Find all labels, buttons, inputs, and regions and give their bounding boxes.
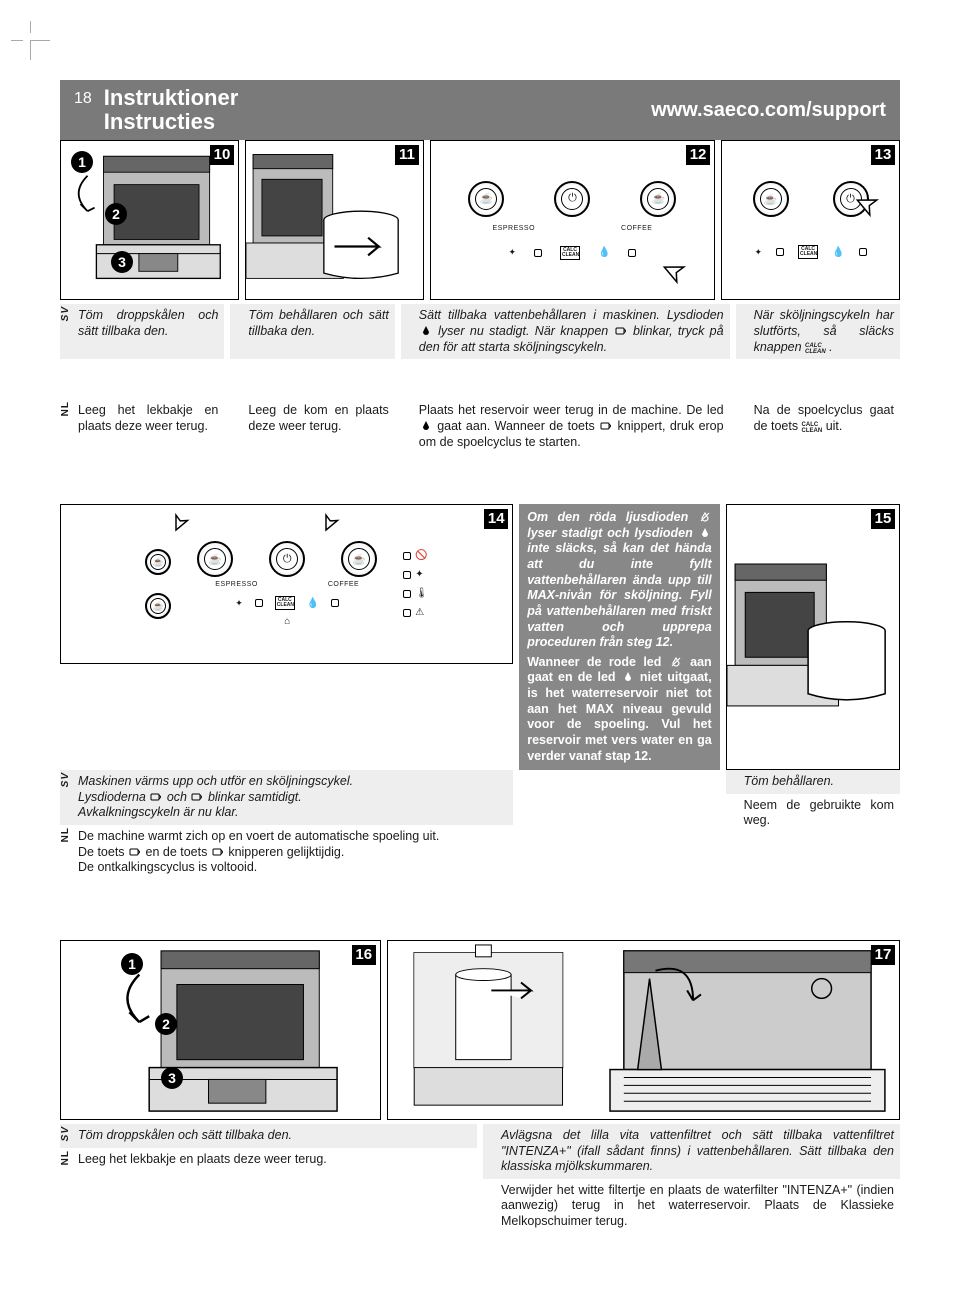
support-url: www.saeco.com/support bbox=[651, 99, 886, 122]
calc-clean-inline: CALCCLEAN bbox=[802, 423, 823, 434]
cup-icon bbox=[599, 421, 613, 431]
drop-icon bbox=[419, 326, 433, 336]
calc-clean-label: CALCCLEAN bbox=[560, 246, 580, 260]
nl-cell-17: Verwijder het witte filtertje en plaats … bbox=[483, 1179, 900, 1234]
small-button-icon: ☕ bbox=[145, 593, 171, 619]
figure-15-column: 15 bbox=[726, 504, 900, 770]
coffee-button-icon: ☕ bbox=[753, 181, 789, 217]
espresso-label: ESPRESSO bbox=[215, 581, 258, 588]
espresso-label: ESPRESSO bbox=[493, 225, 536, 232]
cup-icon bbox=[211, 847, 225, 857]
led-icon bbox=[403, 571, 411, 579]
lang-sv-tab: SV bbox=[60, 772, 73, 787]
calc-clean-inline: CALCCLEAN bbox=[805, 344, 826, 355]
header-titles: Instruktioner Instructies bbox=[104, 86, 639, 134]
led-icon bbox=[628, 249, 636, 257]
nl-cell-10: NL Leeg het lekbakje en plaats deze weer… bbox=[60, 399, 224, 454]
step-badge: 11 bbox=[395, 145, 419, 165]
led-icon bbox=[403, 590, 411, 598]
calc-clean-label: CALCCLEAN bbox=[798, 245, 818, 259]
header-bar: 18 Instruktioner Instructies www.saeco.c… bbox=[60, 80, 900, 140]
title-nl: Instructies bbox=[104, 110, 639, 134]
text-row-1-nl: NL Leeg het lekbakje en plaats deze weer… bbox=[60, 399, 900, 454]
nl-cell-12: Plaats het reservoir weer terug in de ma… bbox=[401, 399, 730, 454]
sv-cell-11: Töm behållaren och sätt tillbaka den. bbox=[230, 304, 394, 359]
lang-sv-tab: SV bbox=[60, 306, 73, 321]
espresso-button-icon: ☕ bbox=[197, 541, 233, 577]
nowater-icon bbox=[698, 512, 712, 522]
step-badge: 10 bbox=[210, 145, 234, 165]
manual-page: 18 Instruktioner Instructies www.saeco.c… bbox=[60, 80, 900, 1234]
step-badge: 17 bbox=[871, 945, 895, 965]
small-button-icon: ☕ bbox=[145, 549, 171, 575]
sv-cell-14: SV Maskinen värms upp och utför en skölj… bbox=[60, 770, 513, 825]
nl-cell-15: Neem de gebruikte kom weg. bbox=[726, 794, 900, 833]
lang-sv-tab: SV bbox=[60, 1126, 73, 1141]
nl-cell-11: Leeg de kom en plaats deze weer terug. bbox=[230, 399, 394, 454]
led-icon bbox=[255, 599, 263, 607]
espresso-button-icon: ☕ bbox=[468, 181, 504, 217]
lang-nl-tab: NL bbox=[60, 1150, 73, 1165]
coffee-button-icon: ☕ bbox=[640, 181, 676, 217]
lang-nl-tab: NL bbox=[60, 401, 73, 416]
page-number: 18 bbox=[74, 90, 92, 108]
lang-nl-tab: NL bbox=[60, 827, 73, 842]
text-row-1-sv: SV Töm droppskålen och sätt tillbaka den… bbox=[60, 304, 900, 359]
sv-cell-10: SV Töm droppskålen och sätt tillbaka den… bbox=[60, 304, 224, 359]
sv-cell-17: Avlägsna det lilla vita vattenfiltret oc… bbox=[483, 1124, 900, 1179]
drop-icon bbox=[698, 528, 712, 538]
container-remove-illustration bbox=[727, 505, 899, 769]
drop-icon bbox=[621, 672, 635, 682]
cup-icon bbox=[128, 847, 142, 857]
led-icon bbox=[403, 552, 411, 560]
sv-cell-15: Töm behållaren. bbox=[726, 770, 900, 794]
cup-icon bbox=[614, 326, 628, 336]
cup-icon bbox=[149, 792, 163, 802]
callout-1: 1 bbox=[121, 953, 143, 975]
nl-cell-16: NL Leeg het lekbakje en plaats deze weer… bbox=[60, 1148, 477, 1172]
figure-row-1: 10 1 2 3 11 bbox=[60, 140, 900, 300]
coffee-button-icon: ☕ bbox=[341, 541, 377, 577]
led-icon bbox=[534, 249, 542, 257]
text-row-3: SV Töm droppskålen och sätt tillbaka den… bbox=[60, 1124, 900, 1234]
text-row-2: SV Maskinen värms upp och utför en skölj… bbox=[60, 770, 900, 880]
callout-3: 3 bbox=[161, 1067, 183, 1089]
drop-icon bbox=[419, 421, 433, 431]
step-badge: 16 bbox=[352, 945, 376, 965]
warning-text-block: Om den röda ljusdioden lyser stadigt och… bbox=[519, 504, 719, 770]
title-sv: Instruktioner bbox=[104, 86, 639, 110]
figure-17: 17 bbox=[387, 940, 900, 1120]
figure-row-2: 14 ☕ ☕ ☕ ⏻ ☕ bbox=[60, 504, 900, 770]
step-badge: 15 bbox=[871, 509, 895, 529]
figure-14: 14 ☕ ☕ ☕ ⏻ ☕ bbox=[60, 504, 513, 664]
sv-cell-16: SV Töm droppskålen och sätt tillbaka den… bbox=[60, 1124, 477, 1148]
crop-mark bbox=[30, 40, 50, 60]
drip-tray-illustration bbox=[61, 941, 380, 1119]
power-button-icon: ⏻ bbox=[269, 541, 305, 577]
sv-cell-13: När sköljningscykeln har slutförts, så s… bbox=[736, 304, 900, 359]
figure-16: 16 1 2 3 bbox=[60, 940, 381, 1120]
coffee-label: COFFEE bbox=[328, 581, 359, 588]
figure-15: 15 bbox=[726, 504, 900, 770]
figure-13: 13 ☕ ⏻ ✦ CALCCLEAN 💧 ➤ bbox=[721, 140, 900, 300]
nl-cell-13: Na de spoelcyclus gaat de toets CALCCLEA… bbox=[736, 399, 900, 454]
nl-cell-14: NL De machine warmt zich op en voert de … bbox=[60, 825, 513, 880]
led-icon bbox=[403, 609, 411, 617]
led-icon bbox=[331, 599, 339, 607]
power-button-icon: ⏻ bbox=[554, 181, 590, 217]
figure-11: 11 bbox=[245, 140, 424, 300]
calc-clean-label: CALCCLEAN bbox=[275, 596, 295, 610]
led-icon bbox=[859, 248, 867, 256]
figure-12: 12 ☕ ⏻ ☕ ESPRESSO COFFEE ✦ CALCCLEAN 💧 bbox=[430, 140, 715, 300]
led-icon bbox=[776, 248, 784, 256]
figure-row-3: 16 1 2 3 17 bbox=[60, 940, 900, 1120]
sv-cell-12: Sätt tillbaka vattenbehållaren i maskine… bbox=[401, 304, 730, 359]
cup-icon bbox=[190, 792, 204, 802]
coffee-label: COFFEE bbox=[621, 225, 652, 232]
figure-10: 10 1 2 3 bbox=[60, 140, 239, 300]
filter-frother-illustration bbox=[388, 941, 899, 1119]
callout-2: 2 bbox=[155, 1013, 177, 1035]
nowater-icon bbox=[669, 657, 683, 667]
